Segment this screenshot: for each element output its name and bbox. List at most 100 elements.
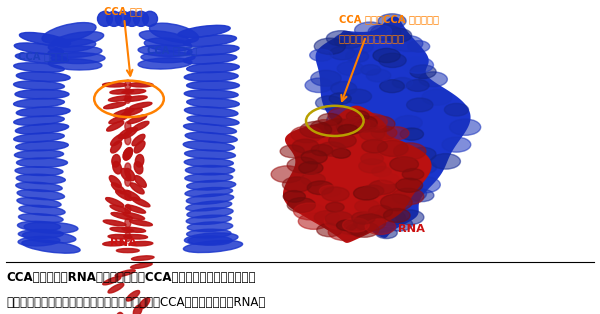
Ellipse shape <box>116 249 139 252</box>
Text: CCA 付加酵素: CCA 付加酵素 <box>147 45 197 55</box>
Ellipse shape <box>124 96 147 101</box>
Ellipse shape <box>184 72 238 81</box>
Circle shape <box>341 157 365 170</box>
Ellipse shape <box>14 133 64 142</box>
Ellipse shape <box>125 218 131 228</box>
Ellipse shape <box>123 148 133 160</box>
Ellipse shape <box>183 141 235 151</box>
Ellipse shape <box>19 32 71 46</box>
Text: CCA 付加酵素: CCA 付加酵素 <box>18 51 68 62</box>
Ellipse shape <box>185 150 235 159</box>
Ellipse shape <box>14 116 64 125</box>
Ellipse shape <box>118 128 133 138</box>
Circle shape <box>287 198 316 213</box>
Ellipse shape <box>125 135 131 145</box>
Circle shape <box>394 143 426 160</box>
Circle shape <box>376 227 397 239</box>
Ellipse shape <box>112 183 125 194</box>
Ellipse shape <box>14 150 64 159</box>
Ellipse shape <box>185 165 235 175</box>
Circle shape <box>287 157 317 173</box>
Ellipse shape <box>14 99 64 107</box>
Ellipse shape <box>125 108 131 117</box>
Ellipse shape <box>136 154 144 167</box>
Ellipse shape <box>16 53 68 63</box>
Ellipse shape <box>122 227 146 232</box>
Circle shape <box>337 220 357 231</box>
Circle shape <box>325 211 353 226</box>
Circle shape <box>409 176 440 193</box>
Circle shape <box>401 163 428 177</box>
Ellipse shape <box>19 205 65 215</box>
Ellipse shape <box>113 109 134 116</box>
Circle shape <box>371 126 397 139</box>
Circle shape <box>397 186 427 202</box>
Ellipse shape <box>110 89 134 94</box>
Ellipse shape <box>187 116 239 126</box>
Circle shape <box>329 93 351 105</box>
Circle shape <box>390 157 419 172</box>
Circle shape <box>353 187 379 200</box>
Circle shape <box>445 103 469 116</box>
Circle shape <box>359 127 385 141</box>
Text: CCA 末端（CCA 付加酵素の: CCA 末端（CCA 付加酵素の <box>339 14 439 24</box>
Circle shape <box>326 31 356 46</box>
Circle shape <box>299 162 323 174</box>
Circle shape <box>346 50 369 62</box>
Ellipse shape <box>187 194 233 204</box>
Ellipse shape <box>122 128 137 138</box>
Ellipse shape <box>128 115 147 124</box>
Ellipse shape <box>184 107 238 117</box>
Circle shape <box>331 82 357 95</box>
Circle shape <box>384 127 409 140</box>
Circle shape <box>353 214 386 231</box>
Circle shape <box>291 126 323 143</box>
Circle shape <box>350 222 379 237</box>
Ellipse shape <box>187 98 239 108</box>
Polygon shape <box>283 106 431 243</box>
Circle shape <box>343 173 362 183</box>
Ellipse shape <box>14 81 64 90</box>
Circle shape <box>314 211 340 224</box>
Circle shape <box>280 145 304 158</box>
Ellipse shape <box>16 174 65 184</box>
Ellipse shape <box>17 221 61 231</box>
Ellipse shape <box>16 182 62 192</box>
Circle shape <box>292 139 319 153</box>
Ellipse shape <box>103 83 127 87</box>
Circle shape <box>361 65 381 75</box>
Ellipse shape <box>184 123 236 134</box>
Circle shape <box>314 38 346 54</box>
Text: 左；リボンモデル、右；サーフェスモデル（青；CCA付加酵素、赤；RNA）: 左；リボンモデル、右；サーフェスモデル（青；CCA付加酵素、赤；RNA） <box>6 295 265 309</box>
Circle shape <box>319 185 341 197</box>
Circle shape <box>332 149 350 158</box>
Text: 内部に入り込んでいる）: 内部に入り込んでいる） <box>339 33 405 43</box>
Circle shape <box>355 185 382 199</box>
Circle shape <box>366 69 391 82</box>
Circle shape <box>300 122 332 138</box>
Circle shape <box>380 194 412 211</box>
Ellipse shape <box>125 149 131 159</box>
Circle shape <box>352 212 375 224</box>
Ellipse shape <box>19 230 64 238</box>
Ellipse shape <box>133 11 149 26</box>
Ellipse shape <box>125 11 139 26</box>
Circle shape <box>325 129 347 141</box>
Circle shape <box>311 144 333 156</box>
Ellipse shape <box>121 169 131 181</box>
Ellipse shape <box>188 236 232 245</box>
Ellipse shape <box>124 190 140 200</box>
Circle shape <box>344 89 371 104</box>
Circle shape <box>321 196 346 209</box>
Ellipse shape <box>125 177 131 186</box>
Ellipse shape <box>184 233 238 244</box>
Circle shape <box>320 208 351 224</box>
Ellipse shape <box>125 169 135 181</box>
Ellipse shape <box>109 176 121 187</box>
Circle shape <box>361 153 383 165</box>
Circle shape <box>271 166 304 183</box>
Ellipse shape <box>125 80 131 89</box>
Circle shape <box>310 49 332 61</box>
Circle shape <box>385 159 410 173</box>
Ellipse shape <box>16 72 70 81</box>
